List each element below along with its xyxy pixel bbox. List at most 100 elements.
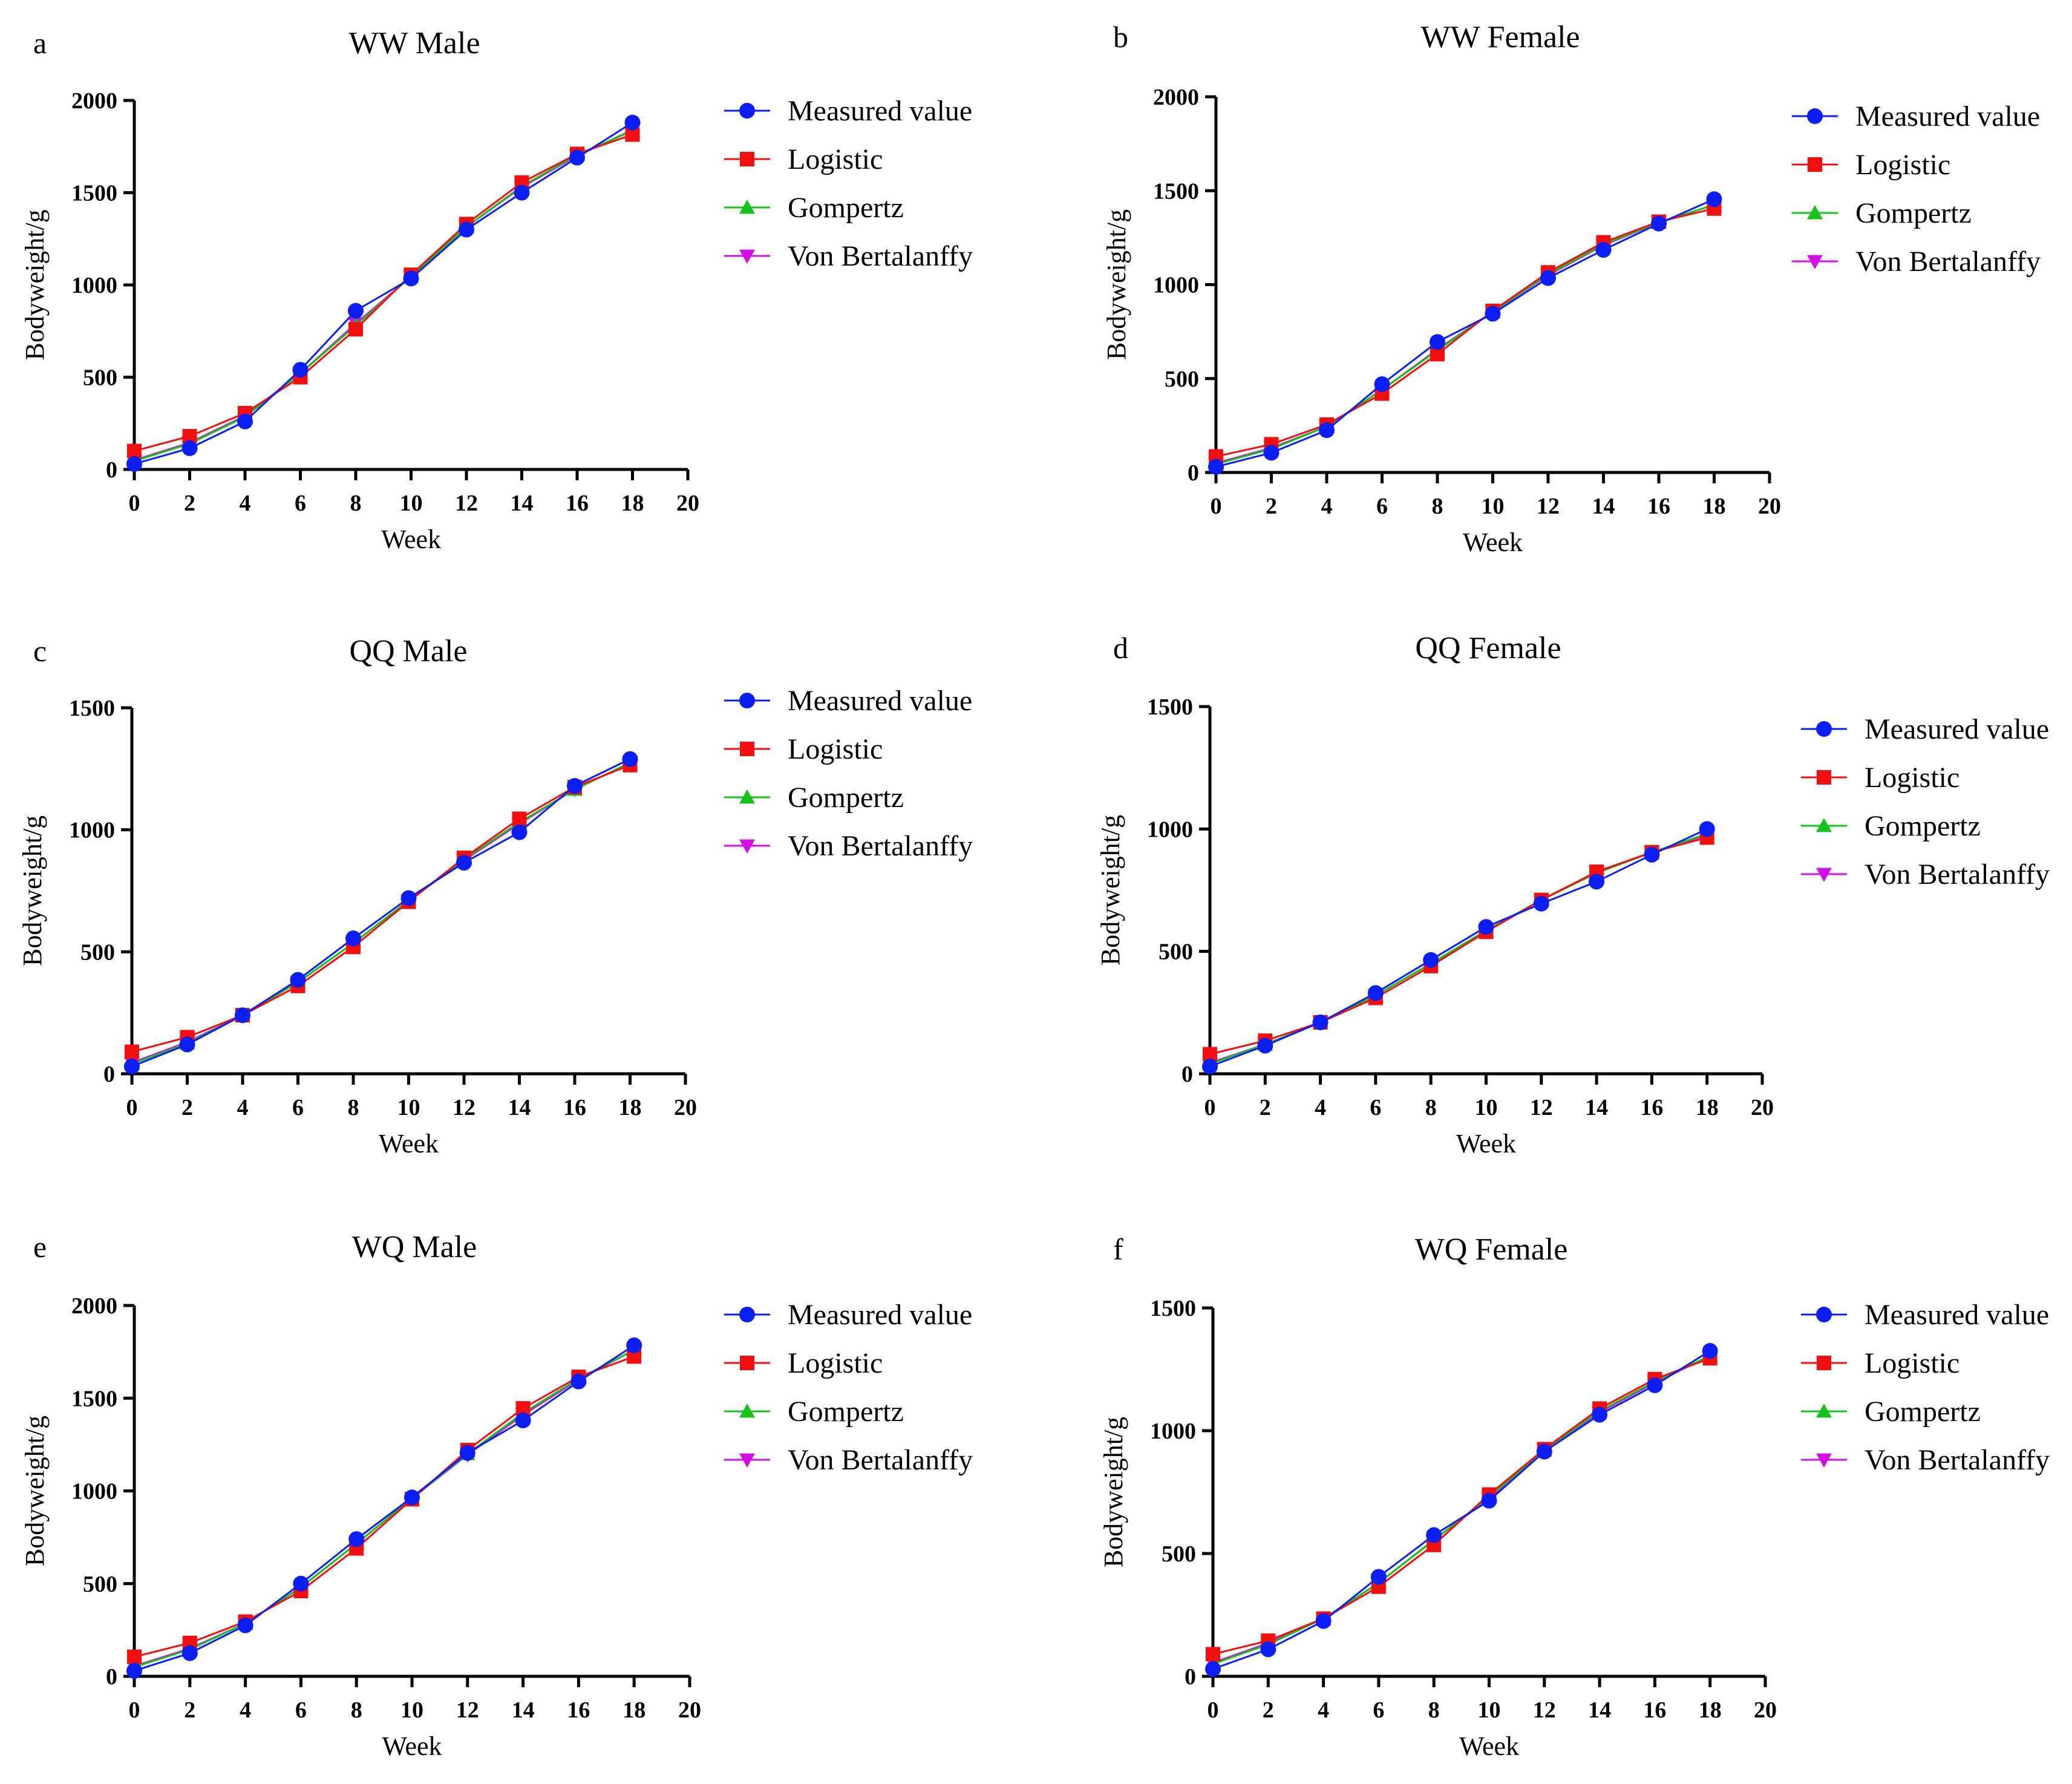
- legend-item: Von Bertalanffy: [1801, 858, 2050, 890]
- x-tick-label: 4: [1315, 1095, 1326, 1120]
- legend: Measured value Logistic Gompertz Von Bertal…: [1801, 713, 2050, 890]
- x-tick-label: 18: [619, 1095, 642, 1120]
- data-point: [1426, 1527, 1442, 1543]
- series-von-bertalanffy: [124, 756, 638, 1071]
- x-tick-label: 18: [621, 491, 644, 516]
- series-von-bertalanffy: [1208, 198, 1722, 471]
- legend-item: Logistic: [724, 143, 883, 175]
- legend: Measured value Logistic Gompertz Von Bertal…: [724, 1299, 973, 1476]
- series-measured-value: [126, 114, 641, 472]
- data-point: [1699, 821, 1715, 837]
- x-tick-label: 2: [1260, 1095, 1271, 1120]
- x-tick-label: 4: [1321, 494, 1333, 519]
- series-gompertz: [124, 754, 638, 1071]
- data-point: [624, 114, 641, 131]
- chart-panel-c: c QQ Male 0 500 1000 1500 0 2 4 6 8 10 12 14 16 18 20 Wee…: [18, 634, 973, 1158]
- legend-item: Gompertz: [1792, 197, 1972, 229]
- legend-label: Von Bertalanffy: [1855, 246, 2041, 278]
- x-tick-label: 16: [1640, 1095, 1663, 1120]
- legend-label: Logistic: [788, 1347, 883, 1379]
- x-axis-title: Week: [379, 1129, 439, 1158]
- legend-item: Gompertz: [724, 192, 904, 224]
- data-point: [512, 811, 527, 826]
- legend-label: Gompertz: [1864, 810, 1981, 842]
- data-point: [1485, 306, 1501, 322]
- data-point: [235, 1007, 250, 1024]
- x-tick-label: 6: [1370, 1095, 1381, 1120]
- x-tick-label: 2: [1266, 494, 1277, 519]
- legend-item: Measured value: [1801, 1299, 2049, 1331]
- x-tick-label: 10: [400, 1697, 423, 1723]
- legend-item: Von Bertalanffy: [724, 1444, 973, 1476]
- x-tick-label: 0: [1204, 1095, 1216, 1120]
- legend-marker: [739, 103, 755, 119]
- legend-item: Von Bertalanffy: [724, 240, 973, 272]
- x-tick-label: 8: [1432, 494, 1443, 519]
- panel-letter: d: [1113, 631, 1128, 665]
- legend-item: Measured value: [724, 95, 972, 127]
- legend-marker: [739, 839, 755, 854]
- series-measured-value: [124, 751, 638, 1074]
- x-tick-label: 6: [295, 491, 306, 516]
- data-point: [1430, 334, 1445, 350]
- y-tick-label: 1500: [1150, 1296, 1196, 1321]
- legend-item: Gompertz: [1801, 1396, 1981, 1428]
- series-line: [1212, 1350, 1711, 1670]
- legend-item: Measured value: [1792, 100, 2040, 132]
- data-point: [1533, 895, 1549, 912]
- x-tick-label: 2: [1263, 1697, 1274, 1723]
- data-point: [626, 1337, 642, 1353]
- x-tick-label: 12: [453, 1095, 476, 1120]
- x-tick-label: 20: [1751, 1095, 1774, 1120]
- x-tick-label: 0: [1211, 494, 1222, 519]
- series-line: [131, 764, 631, 1053]
- legend-item: Measured value: [1801, 713, 2049, 745]
- data-point: [1370, 1569, 1387, 1585]
- legend-label: Gompertz: [788, 192, 904, 224]
- legend-label: Gompertz: [788, 1396, 904, 1428]
- data-point: [293, 1575, 309, 1592]
- data-point: [1595, 242, 1612, 258]
- data-point: [127, 443, 142, 459]
- panel-title: WW Male: [348, 26, 480, 60]
- y-tick-label: 1000: [71, 1479, 117, 1505]
- x-tick-label: 2: [184, 491, 195, 516]
- legend-label: Von Bertalanffy: [788, 830, 973, 862]
- data-point: [1647, 1377, 1663, 1393]
- series-logistic: [127, 1349, 642, 1664]
- series-line: [1215, 204, 1714, 464]
- legend-item: Logistic: [724, 1347, 883, 1379]
- data-point: [1260, 1641, 1276, 1658]
- legend: Measured value Logistic Gompertz Von Bertal…: [724, 95, 973, 272]
- panel-letter: f: [1113, 1232, 1123, 1266]
- legend-item: Von Bertalanffy: [1801, 1444, 2050, 1476]
- y-tick-label: 1000: [1150, 1419, 1196, 1444]
- y-tick-label: 1500: [69, 696, 115, 721]
- data-point: [1702, 1343, 1718, 1359]
- data-point: [1536, 1443, 1552, 1460]
- x-tick-label: 12: [456, 1697, 479, 1723]
- y-tick-label: 1500: [1147, 694, 1193, 720]
- data-point: [511, 824, 528, 840]
- x-tick-label: 6: [295, 1697, 307, 1723]
- legend-item: Von Bertalanffy: [1792, 246, 2041, 278]
- x-tick-label: 14: [511, 491, 534, 516]
- panel-title: QQ Female: [1415, 631, 1561, 665]
- x-tick-label: 14: [1588, 1697, 1611, 1723]
- legend-item: Gompertz: [724, 1396, 904, 1428]
- panel-letter: a: [33, 26, 47, 60]
- x-tick-label: 16: [567, 1697, 590, 1723]
- legend-marker: [1807, 108, 1823, 124]
- y-tick-label: 2000: [71, 1293, 117, 1319]
- x-tick-label: 8: [1428, 1697, 1440, 1723]
- y-axis-title: Bodyweight/g: [1102, 209, 1131, 360]
- panel-title: QQ Male: [350, 634, 468, 668]
- legend-label: Measured value: [1864, 713, 2049, 745]
- series-gompertz: [1205, 1348, 1718, 1671]
- legend-label: Gompertz: [788, 782, 904, 814]
- x-tick-label: 8: [351, 1697, 362, 1723]
- series-line: [131, 758, 631, 1068]
- data-point: [1644, 846, 1660, 863]
- x-tick-label: 8: [1425, 1095, 1437, 1120]
